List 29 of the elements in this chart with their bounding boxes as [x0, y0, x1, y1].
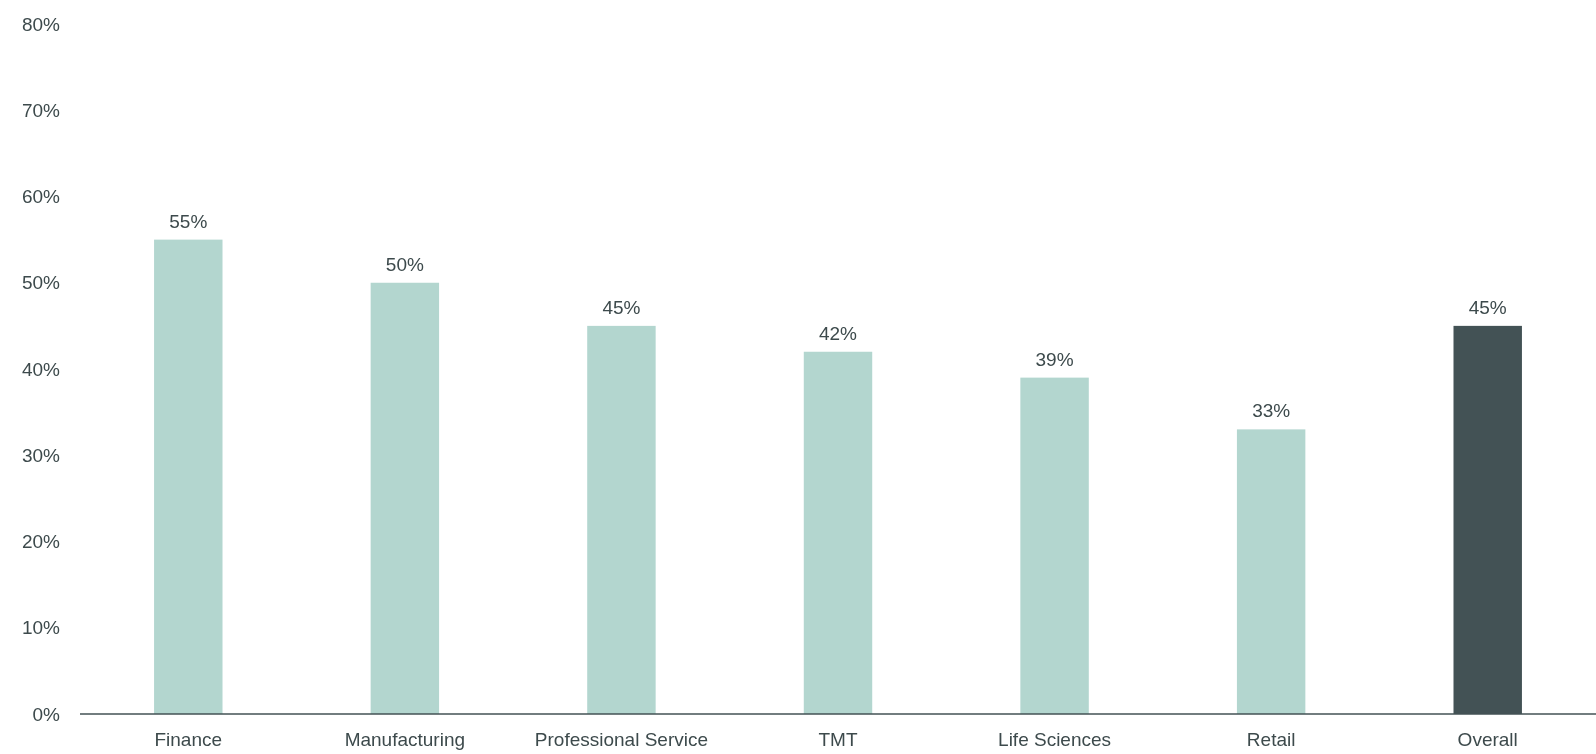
data-label: 45%	[602, 296, 641, 318]
y-tick-label: 40%	[21, 358, 61, 380]
bar	[370, 282, 440, 714]
y-tick-label: 30%	[21, 444, 61, 466]
data-label: 45%	[1468, 296, 1507, 318]
x-tick-label: Finance	[154, 729, 223, 750]
y-tick-label: 50%	[21, 272, 61, 294]
y-tick-label: 20%	[21, 531, 61, 553]
x-tick-label: Professional Service	[534, 729, 709, 750]
y-tick-label: 70%	[21, 99, 61, 121]
y-tick-label: 10%	[21, 617, 61, 639]
data-label: 42%	[818, 322, 858, 344]
x-tick-label: Overall	[1457, 729, 1518, 750]
y-tick-label: 80%	[21, 13, 61, 35]
x-tick-label: Manufacturing	[344, 729, 466, 750]
bar	[587, 325, 656, 714]
y-tick-label: 0%	[32, 703, 61, 725]
data-label: 33%	[1252, 400, 1291, 422]
bar	[154, 239, 223, 714]
data-label: 39%	[1035, 348, 1074, 370]
bar	[1020, 377, 1089, 714]
x-tick-label: TMT	[818, 729, 858, 750]
data-label: 50%	[385, 253, 424, 275]
bar	[1236, 429, 1306, 714]
x-tick-label: Retail	[1246, 729, 1296, 750]
x-tick-label: Life Sciences	[998, 729, 1112, 750]
y-tick-label: 60%	[21, 186, 61, 208]
bar	[803, 351, 873, 714]
data-label: 55%	[169, 210, 208, 232]
